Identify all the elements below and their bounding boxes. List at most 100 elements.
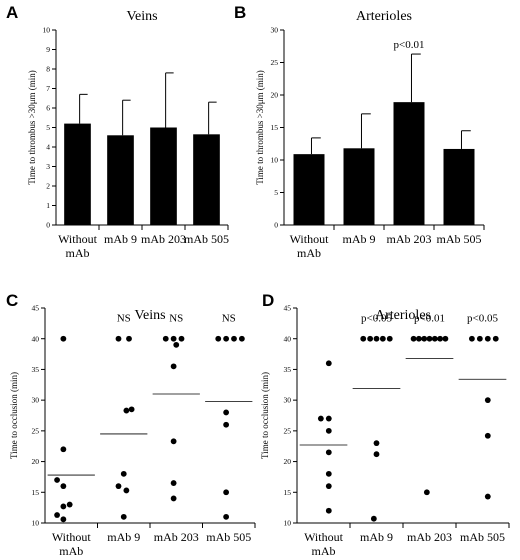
y-tick-label: 10 [32, 519, 40, 528]
data-point [373, 440, 380, 447]
data-point [223, 335, 230, 342]
data-point [170, 480, 177, 486]
data-point [54, 477, 60, 483]
y-tick-label: 0 [274, 221, 278, 230]
data-point [120, 470, 127, 477]
panel-letter: C [6, 291, 18, 310]
significance-label: NS [169, 313, 183, 325]
data-point [60, 335, 67, 342]
category-label: mAb [59, 544, 83, 558]
y-tick-label: 10 [43, 26, 51, 35]
data-point [373, 335, 380, 342]
y-axis-label: Time to occlusion (min) [260, 372, 270, 459]
y-tick-label: 2 [46, 182, 50, 191]
category-label: mAb 505 [460, 530, 505, 544]
data-point [325, 483, 332, 490]
category-label: Without [58, 232, 98, 246]
bar [107, 135, 134, 225]
data-point [360, 335, 367, 342]
y-tick-label: 8 [46, 65, 50, 74]
data-point [123, 487, 130, 494]
data-point [410, 335, 417, 342]
bar [293, 154, 325, 225]
panel-letter: B [234, 3, 246, 22]
data-point [223, 513, 230, 520]
data-point [120, 513, 127, 520]
y-tick-label: 25 [284, 426, 292, 435]
data-point [423, 489, 430, 496]
category-label: Without [52, 530, 92, 544]
bar [193, 134, 220, 225]
panel-letter: A [6, 3, 18, 22]
y-tick-label: 15 [271, 123, 279, 132]
y-axis-label: Time to thrombus >30μm (min) [27, 70, 37, 185]
y-tick-label: 6 [46, 104, 50, 113]
y-tick-label: 5 [274, 188, 278, 197]
data-point [325, 360, 332, 367]
bar [443, 148, 475, 225]
significance-label: p<0.01 [414, 313, 445, 325]
data-point [60, 483, 67, 490]
bar [393, 102, 425, 225]
category-label: Without [290, 232, 330, 246]
y-tick-label: 35 [284, 365, 292, 374]
panel-title: Veins [126, 9, 157, 24]
data-point [325, 415, 332, 422]
y-tick-label: 30 [284, 396, 292, 405]
y-tick-label: 25 [271, 58, 279, 67]
data-point [484, 335, 491, 342]
y-axis-label: Time to occlusion (min) [9, 372, 19, 459]
y-tick-label: 5 [46, 123, 50, 132]
y-tick-label: 4 [46, 143, 50, 152]
data-point [325, 427, 332, 434]
panel-d: D Arterioles 10 15 20 25 30 35 40 45 Time to occlu… [260, 291, 510, 558]
category-label: mAb 203 [407, 530, 452, 544]
y-tick-label: 1 [46, 201, 50, 210]
y-tick-label: 20 [284, 457, 292, 466]
category-label: mAb [312, 544, 336, 558]
data-point [170, 363, 177, 370]
data-point [442, 335, 449, 342]
y-tick-label: 7 [46, 84, 50, 93]
bar [64, 123, 91, 225]
panel-c: C Veins 10 15 20 25 30 35 40 45 Time to occlusion … [6, 291, 256, 558]
y-tick-label: 15 [284, 488, 292, 497]
data-point [325, 470, 332, 477]
y-tick-label: 30 [271, 26, 279, 35]
y-tick-label: 35 [32, 365, 40, 374]
y-tick-label: 9 [46, 45, 50, 54]
category-label: mAb 505 [437, 232, 482, 246]
y-axis-label: Time to thrombus >30μm (min) [255, 70, 265, 185]
data-point [426, 335, 433, 342]
panel-title: Arterioles [356, 9, 412, 24]
data-point [325, 507, 332, 514]
category-label: mAb 505 [206, 530, 251, 544]
y-tick-label: 10 [284, 519, 292, 528]
panel-b: B Arterioles 0 5 10 15 20 25 30 Time to thrombus … [234, 3, 485, 260]
category-label: mAb 9 [107, 530, 140, 544]
y-tick-label: 45 [32, 304, 40, 313]
data-point [492, 335, 499, 342]
data-point [123, 407, 130, 414]
data-point [386, 335, 393, 342]
significance-label: NS [222, 313, 236, 325]
y-tick-label: 40 [32, 334, 40, 343]
panel-title: Arterioles [375, 308, 431, 323]
data-point [484, 432, 491, 439]
panel-title: Veins [134, 308, 165, 323]
data-point [215, 335, 222, 342]
data-point [60, 446, 67, 453]
significance-label: p<0.05 [361, 313, 392, 325]
y-tick-label: 45 [284, 304, 292, 313]
category-label: mAb 9 [343, 232, 376, 246]
category-label: mAb [297, 246, 321, 260]
data-point [126, 335, 132, 342]
y-tick-label: 15 [32, 488, 40, 497]
data-point [170, 438, 177, 445]
category-label: mAb [66, 246, 90, 260]
y-tick-label: 20 [32, 457, 40, 466]
panel-a: A Veins 0 1 2 3 4 5 6 7 8 9 10 Time to thrombus >30μm… [6, 3, 229, 260]
data-point [421, 335, 428, 342]
data-point [178, 335, 185, 342]
